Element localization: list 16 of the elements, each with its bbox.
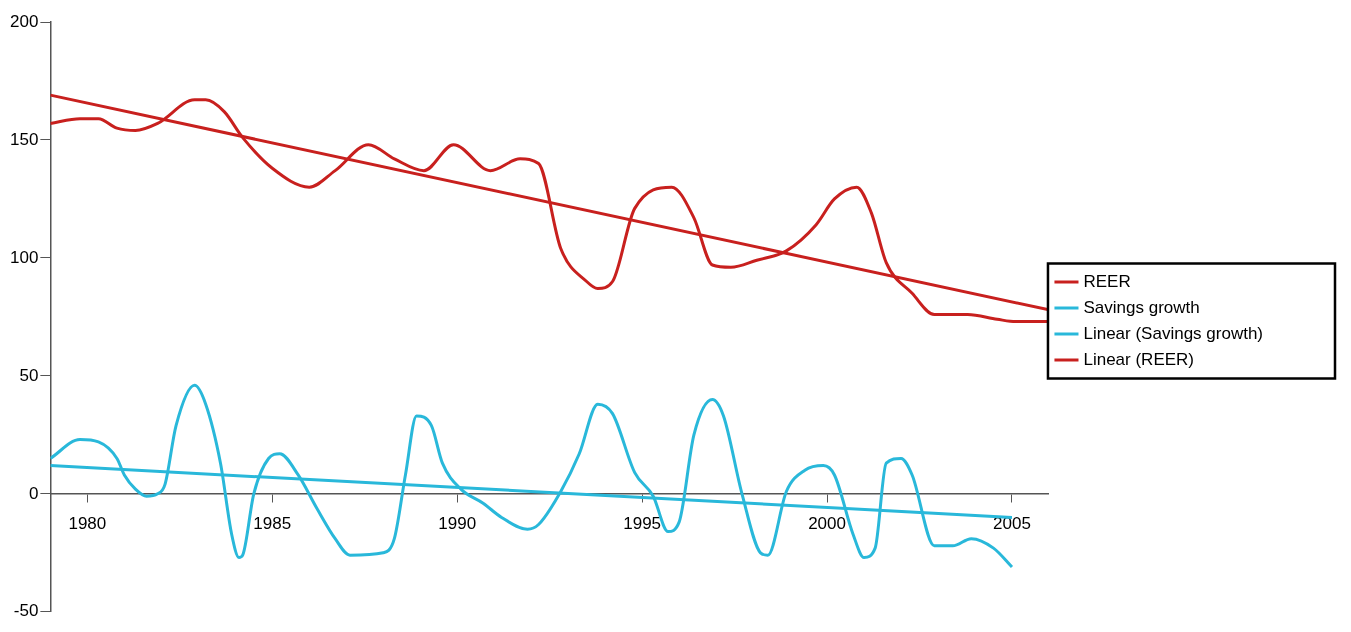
legend-label: Savings growth [1083, 297, 1200, 317]
x-tick-label: 1985 [253, 513, 292, 533]
y-tick-label: 0 [28, 483, 39, 503]
legend-label: Linear (REER) [1083, 349, 1195, 369]
legend-label: Linear (Savings growth) [1083, 323, 1263, 343]
x-tick-label: 2005 [993, 513, 1031, 533]
y-tick-label: 150 [9, 129, 39, 149]
y-tick-label: -50 [13, 601, 39, 621]
y-tick-label: 100 [9, 247, 39, 267]
legend-label: REER [1083, 271, 1131, 291]
y-tick-label: 50 [19, 365, 39, 385]
x-tick-label: 2000 [808, 513, 846, 533]
y-tick-label: 200 [9, 11, 39, 31]
x-tick-label: 1980 [68, 513, 107, 533]
x-tick-label: 1995 [623, 513, 662, 533]
x-tick-label: 1990 [438, 513, 477, 533]
